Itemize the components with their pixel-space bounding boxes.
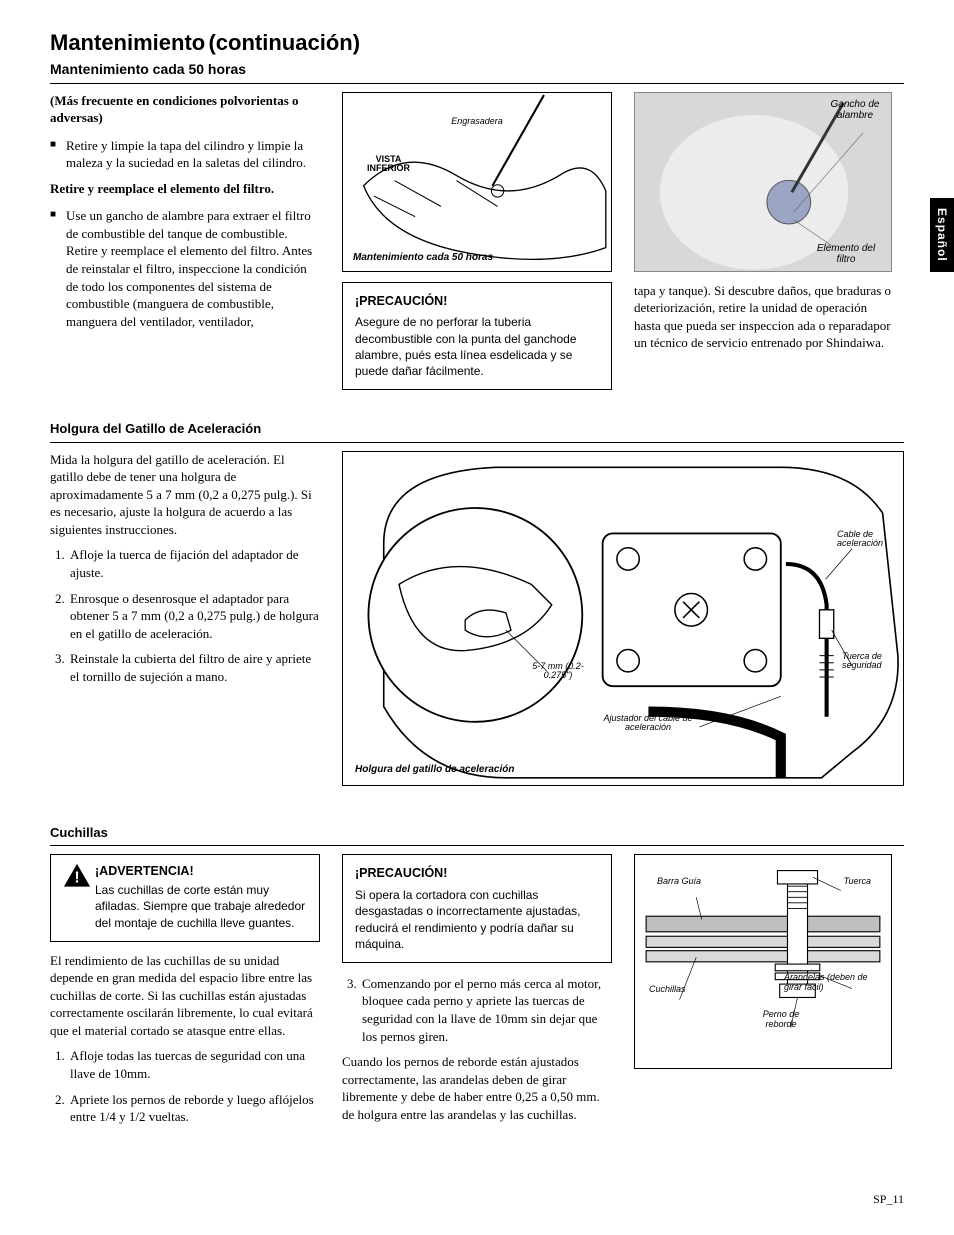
caution-2-title: ¡PRECAUCIÓN! xyxy=(355,865,599,882)
caution-1-body: Asegure de no perforar la tuberia decomb… xyxy=(355,314,599,379)
fig1-drawing xyxy=(343,93,611,268)
sec1-bullet-2: Use un gancho de alambre para extraer el… xyxy=(50,207,320,330)
fig3-label-bolt: Perno de reborde xyxy=(751,1010,811,1029)
warning-box: ! ¡ADVERTENCIA! Las cuchillas de corte e… xyxy=(50,854,320,941)
fig2-caption: Holgura del gatillo de aceleración xyxy=(355,763,515,777)
figure-50h-maintenance: Engrasadera VISTA INFERIOR Mantenimiento… xyxy=(342,92,612,272)
fig2-label-adjuster: Ajustador del cable de aceleración xyxy=(598,714,698,733)
photo-label-filter: Elemento del filtro xyxy=(811,243,881,265)
sec1-intro: (Más frecuente en condiciones polvorient… xyxy=(50,92,320,127)
caution-box-1: ¡PRECAUCIÓN! Asegure de no perforar la t… xyxy=(342,282,612,391)
title-main: Mantenimiento xyxy=(50,30,205,55)
warning-icon: ! xyxy=(63,863,91,887)
fig3-label-nut: Tuerca xyxy=(844,877,871,886)
rule xyxy=(50,83,904,84)
fig3-label-blades: Cuchillas xyxy=(649,985,686,994)
sec2-step-1: Afloje la tuerca de fijación del adaptad… xyxy=(68,546,320,581)
figure-throttle-lash: 5-7 mm (0.2- 0.275") Cable de aceleració… xyxy=(342,451,904,786)
section-50h-heading: Mantenimiento cada 50 horas xyxy=(50,60,904,79)
sec1-subhead: Retire y reemplace el elemento del filtr… xyxy=(50,180,320,198)
sec3-step-2: Apriete los pernos de reborde y luego af… xyxy=(68,1091,320,1126)
sec2-step-3: Reinstale la cubierta del filtro de aire… xyxy=(68,650,320,685)
fig3-label-washers: Arandelas (deben de girar fácil) xyxy=(784,973,879,992)
caution-box-2: ¡PRECAUCIÓN! Si opera la cortadora con c… xyxy=(342,854,612,963)
sec1-bullet-1: Retire y limpie la tapa del cilindro y l… xyxy=(50,137,320,172)
warning-title: ¡ADVERTENCIA! xyxy=(95,864,194,878)
rule xyxy=(50,845,904,846)
photo-fuel-filter: Gancho de alambre Elemento del filtro xyxy=(634,92,892,272)
fig2-label-cable: Cable de aceleración xyxy=(837,530,897,549)
section-blades-heading: Cuchillas xyxy=(50,824,904,842)
caution-1-title: ¡PRECAUCIÓN! xyxy=(355,293,599,310)
sec3-p1: El rendimiento de las cuchillas de su un… xyxy=(50,952,320,1040)
warning-body: Las cuchillas de corte están muy afilada… xyxy=(95,882,307,931)
sec2-step-2: Enrosque o desenrosque el adaptador para… xyxy=(68,590,320,643)
sec3-step-1: Afloje todas las tuercas de seguridad co… xyxy=(68,1047,320,1082)
fig2-label-nut: Tuerca de seguridad xyxy=(842,652,897,671)
sec2-intro: Mida la holgura del gatillo de aceleraci… xyxy=(50,451,320,539)
fig2-gap-2: 0.275") xyxy=(544,670,573,680)
photo-label-hook: Gancho de alambre xyxy=(825,99,885,121)
rule xyxy=(50,442,904,443)
sec3-p2: Cuando los pernos de reborde están ajust… xyxy=(342,1053,612,1123)
page-number: SP_11 xyxy=(873,1191,904,1207)
sec1-col3-text: tapa y tanque). Si descubre daños, que b… xyxy=(634,282,892,352)
sec3-step-3: Comenzando por el perno más cerca al mot… xyxy=(360,975,612,1045)
page-title: Mantenimiento (continuación) xyxy=(50,28,904,58)
fig3-label-bar: Barra Guía xyxy=(657,877,701,886)
caution-2-body: Si opera la cortadora con cuchillas desg… xyxy=(355,887,599,952)
language-tab: Español xyxy=(930,198,954,272)
svg-text:!: ! xyxy=(74,870,79,887)
fig1-caption: Mantenimiento cada 50 horas xyxy=(353,251,493,265)
figure-blade-assembly: Barra Guía Tuerca Cuchillas Arandelas (d… xyxy=(634,854,892,1069)
title-continuation: (continuación) xyxy=(208,30,360,55)
section-throttle-heading: Holgura del Gatillo de Aceleración xyxy=(50,420,904,438)
